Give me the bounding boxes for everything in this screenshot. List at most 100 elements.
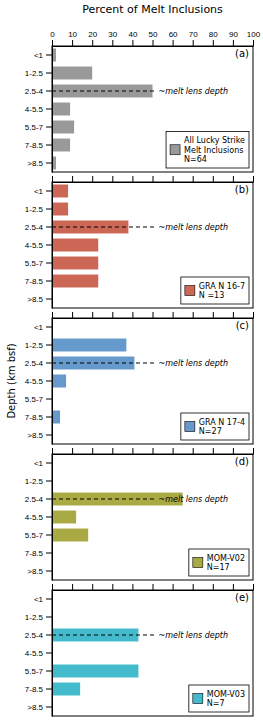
x-tick-mark bbox=[233, 448, 234, 454]
x-tick-mark bbox=[92, 40, 93, 46]
x-tick-label: 80 bbox=[209, 30, 218, 39]
x-tick bbox=[52, 584, 53, 590]
legend-entry-line: MOM-V03 bbox=[207, 690, 245, 699]
x-tick bbox=[72, 176, 73, 182]
y-tick-label: 2.5-4 bbox=[25, 495, 44, 504]
y-tick-label: 7-8.5 bbox=[25, 277, 44, 286]
bars bbox=[52, 629, 138, 696]
x-tick-mark bbox=[193, 448, 194, 454]
y-tick: 7-8.5 bbox=[25, 685, 52, 694]
annotation: ~melt lens depth bbox=[159, 223, 229, 232]
x-tick: 80 bbox=[209, 30, 218, 46]
x-tick-mark bbox=[253, 448, 254, 454]
x-tick bbox=[72, 312, 73, 318]
legend-entry: GRA N 16-7N =13 bbox=[199, 282, 245, 301]
y-tick-mark bbox=[46, 281, 52, 282]
x-tick-mark bbox=[72, 176, 73, 182]
y-axis-title: Depth (km bsf) bbox=[6, 343, 17, 418]
x-tick bbox=[253, 448, 254, 454]
x-tick bbox=[112, 584, 113, 590]
y-tick-label: 1-2.5 bbox=[25, 613, 44, 622]
x-axis-title: Percent of Melt Inclusions bbox=[82, 3, 223, 16]
x-axis bbox=[53, 312, 254, 319]
legend-entry: MOM-V02N=17 bbox=[207, 554, 245, 573]
y-tick-mark bbox=[46, 127, 52, 128]
x-axis: 0102030405060708090100 bbox=[50, 30, 260, 47]
y-tick-label: 7-8.5 bbox=[25, 685, 44, 694]
x-tick-mark bbox=[233, 176, 234, 182]
panel-label: (a) bbox=[235, 48, 249, 59]
panel-label: (d) bbox=[235, 456, 249, 467]
y-tick-mark bbox=[46, 399, 52, 400]
legend-swatch bbox=[185, 422, 195, 432]
annotation-line bbox=[52, 227, 157, 228]
x-tick-label: 60 bbox=[169, 30, 178, 39]
y-tick-mark bbox=[46, 381, 52, 382]
x-tick-mark bbox=[132, 312, 133, 318]
y-tick-mark bbox=[46, 191, 52, 192]
y-axis: <11-2.52.5-44-5.55.5-77-8.5>8.5 bbox=[25, 455, 53, 581]
y-tick-label: >8.5 bbox=[27, 159, 43, 168]
x-tick-mark bbox=[233, 312, 234, 318]
y-tick-label: >8.5 bbox=[27, 295, 43, 304]
x-tick bbox=[52, 448, 53, 454]
y-tick: >8.5 bbox=[27, 431, 52, 440]
bars bbox=[52, 339, 134, 424]
x-tick-mark bbox=[92, 312, 93, 318]
y-tick-label: 1-2.5 bbox=[25, 477, 44, 486]
legend-frame bbox=[189, 549, 249, 576]
y-tick-label: >8.5 bbox=[27, 567, 43, 576]
x-tick bbox=[153, 176, 154, 182]
x-tick-mark bbox=[112, 176, 113, 182]
y-tick-label: 2.5-4 bbox=[25, 359, 44, 368]
y-tick-mark bbox=[46, 145, 52, 146]
panel-label: (b) bbox=[235, 184, 249, 195]
annotation: ~melt lens depth bbox=[159, 631, 229, 640]
bar bbox=[52, 683, 80, 696]
bar bbox=[52, 103, 70, 116]
y-tick-label: >8.5 bbox=[27, 431, 43, 440]
legend-swatch bbox=[170, 145, 180, 155]
x-tick-label: 90 bbox=[229, 30, 238, 39]
bar bbox=[52, 185, 68, 198]
y-axis-line bbox=[52, 47, 53, 173]
y-tick: 1-2.5 bbox=[25, 613, 52, 622]
y-tick-mark bbox=[46, 599, 52, 600]
x-tick bbox=[112, 448, 113, 454]
y-tick-mark bbox=[46, 617, 52, 618]
legend-entry: GRA N 17-4N=27 bbox=[199, 418, 245, 437]
x-axis-line bbox=[53, 454, 254, 455]
x-axis-line bbox=[53, 318, 254, 319]
y-tick-label: 7-8.5 bbox=[25, 141, 44, 150]
y-tick-label: 1-2.5 bbox=[25, 205, 44, 214]
x-tick-mark bbox=[253, 312, 254, 318]
x-axis bbox=[53, 584, 254, 591]
y-tick-mark bbox=[46, 91, 52, 92]
bar bbox=[52, 529, 88, 542]
x-tick-mark bbox=[72, 40, 73, 46]
panel: <11-2.52.5-44-5.55.5-77-8.5>8.5~melt len… bbox=[25, 312, 254, 445]
y-tick-mark bbox=[46, 553, 52, 554]
y-tick-label: <1 bbox=[34, 323, 44, 332]
x-tick-mark bbox=[193, 312, 194, 318]
x-tick bbox=[233, 584, 234, 590]
x-tick-mark bbox=[112, 448, 113, 454]
bar bbox=[52, 339, 126, 352]
x-tick bbox=[153, 312, 154, 318]
x-tick-label: 100 bbox=[247, 30, 261, 39]
annotation: ~melt lens depth bbox=[159, 359, 229, 368]
x-tick: 60 bbox=[169, 30, 178, 46]
x-tick bbox=[153, 584, 154, 590]
x-tick-label: 20 bbox=[88, 30, 97, 39]
y-tick: 4-5.5 bbox=[25, 377, 52, 386]
y-tick-mark bbox=[46, 327, 52, 328]
x-tick-mark bbox=[193, 40, 194, 46]
y-tick-label: 1-2.5 bbox=[25, 341, 44, 350]
x-tick-label: 10 bbox=[68, 30, 77, 39]
bar bbox=[52, 511, 76, 524]
x-tick-mark bbox=[72, 312, 73, 318]
x-tick bbox=[72, 448, 73, 454]
x-tick bbox=[52, 312, 53, 318]
bar bbox=[52, 257, 98, 270]
panel: <11-2.52.5-44-5.55.5-77-8.5>8.5~melt len… bbox=[25, 448, 254, 581]
